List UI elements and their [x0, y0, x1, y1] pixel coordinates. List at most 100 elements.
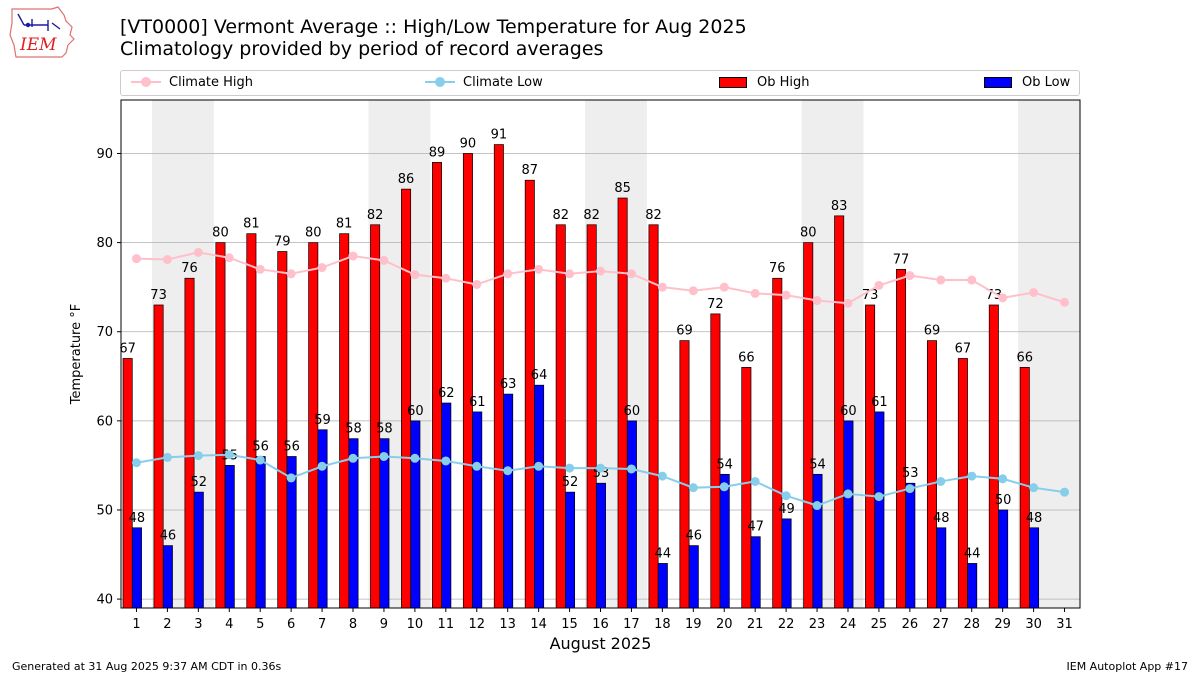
y-tick-label: 40: [96, 593, 113, 608]
climate-low-point: [1029, 483, 1039, 493]
ob-low-bar: [657, 563, 668, 609]
ob-low-bar: [193, 491, 204, 609]
ob-low-data-label: 52: [562, 475, 579, 490]
climate-low-point: [441, 456, 451, 466]
ob-low-bar: [162, 545, 173, 609]
x-tick-label: 25: [871, 617, 888, 632]
y-tick-label: 50: [96, 503, 113, 518]
climate-low-point: [410, 453, 420, 463]
x-tick-label: 21: [747, 617, 764, 632]
ob-high-data-label: 86: [398, 172, 415, 187]
ob-low-data-label: 49: [778, 502, 795, 517]
ob-low-data-label: 46: [685, 529, 702, 544]
ob-low-bar: [503, 393, 514, 609]
ob-low-bar: [719, 473, 730, 609]
ob-high-bar: [370, 224, 381, 609]
ob-low-bar: [379, 438, 390, 609]
ob-high-data-label: 81: [243, 217, 260, 232]
ob-high-data-label: 79: [274, 235, 291, 250]
ob-low-data-label: 53: [593, 466, 610, 481]
ob-high-bar: [803, 242, 814, 609]
weekend-shade: [801, 100, 864, 608]
ob-low-data-label: 53: [902, 466, 919, 481]
climate-high-point: [967, 275, 977, 285]
climate-low-point: [905, 484, 915, 494]
x-tick-label: 28: [963, 617, 980, 632]
ob-high-data-label: 77: [893, 252, 910, 267]
x-tick-label: 1: [132, 617, 140, 632]
climate-high-point: [874, 280, 884, 290]
ob-low-bar: [874, 411, 885, 609]
ob-high-data-label: 80: [305, 226, 322, 241]
x-tick-label: 19: [685, 617, 702, 632]
climate-high-point: [998, 293, 1008, 303]
ob-low-data-label: 44: [964, 546, 981, 561]
ob-low-data-label: 55: [221, 448, 238, 463]
climate-low-point: [967, 471, 977, 481]
climate-high-line: [136, 251, 1065, 305]
climate-high-point: [565, 269, 575, 279]
ob-high-bar: [834, 215, 845, 609]
ob-high-bar: [122, 358, 133, 609]
legend: Climate High Climate Low Ob High Ob Low: [120, 70, 1080, 96]
weekend-shade: [368, 100, 431, 608]
ob-high-data-label: 73: [986, 288, 1003, 303]
ob-high-bar: [648, 224, 659, 609]
ob-high-data-label: 76: [181, 261, 198, 276]
ob-low-data-label: 59: [314, 413, 331, 428]
ob-low-bar: [626, 420, 637, 609]
plot-frame: [120, 99, 1081, 609]
ob-high-data-label: 83: [831, 199, 848, 214]
ob-high-data-label: 89: [429, 145, 446, 160]
climate-low-point: [750, 476, 760, 486]
climate-high-point: [812, 296, 822, 306]
ob-low-data-label: 44: [655, 546, 672, 561]
ob-low-data-label: 61: [871, 395, 888, 410]
climate-high-point: [441, 273, 451, 283]
ob-low-data-label: 52: [191, 475, 208, 490]
ob-low-data-label: 58: [376, 422, 393, 437]
climate-low-point: [936, 476, 946, 486]
climate-high-point: [410, 270, 420, 280]
ob-high-bar: [586, 224, 597, 609]
generated-timestamp: Generated at 31 Aug 2025 9:37 AM CDT in …: [12, 660, 282, 673]
chart-subtitle: Climatology provided by period of record…: [120, 38, 604, 60]
ob-high-bar: [308, 242, 319, 609]
ob-high-bar: [432, 162, 442, 609]
ob-high-data-label: 66: [738, 350, 755, 365]
climate-low-point: [286, 473, 296, 483]
climate-low-point: [688, 483, 698, 493]
ob-low-bar: [812, 473, 823, 609]
climate-low-point: [503, 466, 513, 476]
ob-high-bar: [184, 277, 195, 609]
ob-high-data-label: 67: [119, 341, 136, 356]
x-axis-label: August 2025: [550, 634, 652, 653]
legend-label-climate-low: Climate Low: [463, 74, 543, 90]
climate-low-point: [1060, 487, 1070, 497]
x-tick-label: 9: [380, 617, 388, 632]
climate-high-point: [224, 253, 234, 263]
climate-low-point: [781, 491, 791, 501]
ob-high-bar: [741, 367, 752, 609]
x-tick-label: 14: [530, 617, 547, 632]
ob-high-bar: [555, 224, 566, 609]
ob-high-bar: [896, 268, 907, 609]
x-tick-label: 5: [256, 617, 264, 632]
ob-high-data-label: 76: [769, 261, 786, 276]
legend-label-climate-high: Climate High: [169, 74, 254, 90]
weekend-shade: [151, 100, 214, 608]
ob-high-data-label: 72: [707, 297, 724, 312]
legend-item-climate-low: Climate Low: [425, 74, 543, 92]
ob-low-data-label: 48: [1026, 511, 1043, 526]
ob-high-data-label: 82: [367, 208, 384, 223]
y-axis-label: Temperature °F: [69, 304, 84, 405]
ob-low-bar: [255, 456, 266, 609]
x-tick-label: 31: [1056, 617, 1073, 632]
climate-high-point: [193, 247, 203, 257]
climate-high-point: [534, 264, 544, 274]
y-tick-label: 90: [96, 147, 113, 162]
ob-high-bar: [153, 304, 164, 609]
ob-low-data-label: 56: [252, 439, 269, 454]
ob-high-bar: [710, 313, 721, 609]
